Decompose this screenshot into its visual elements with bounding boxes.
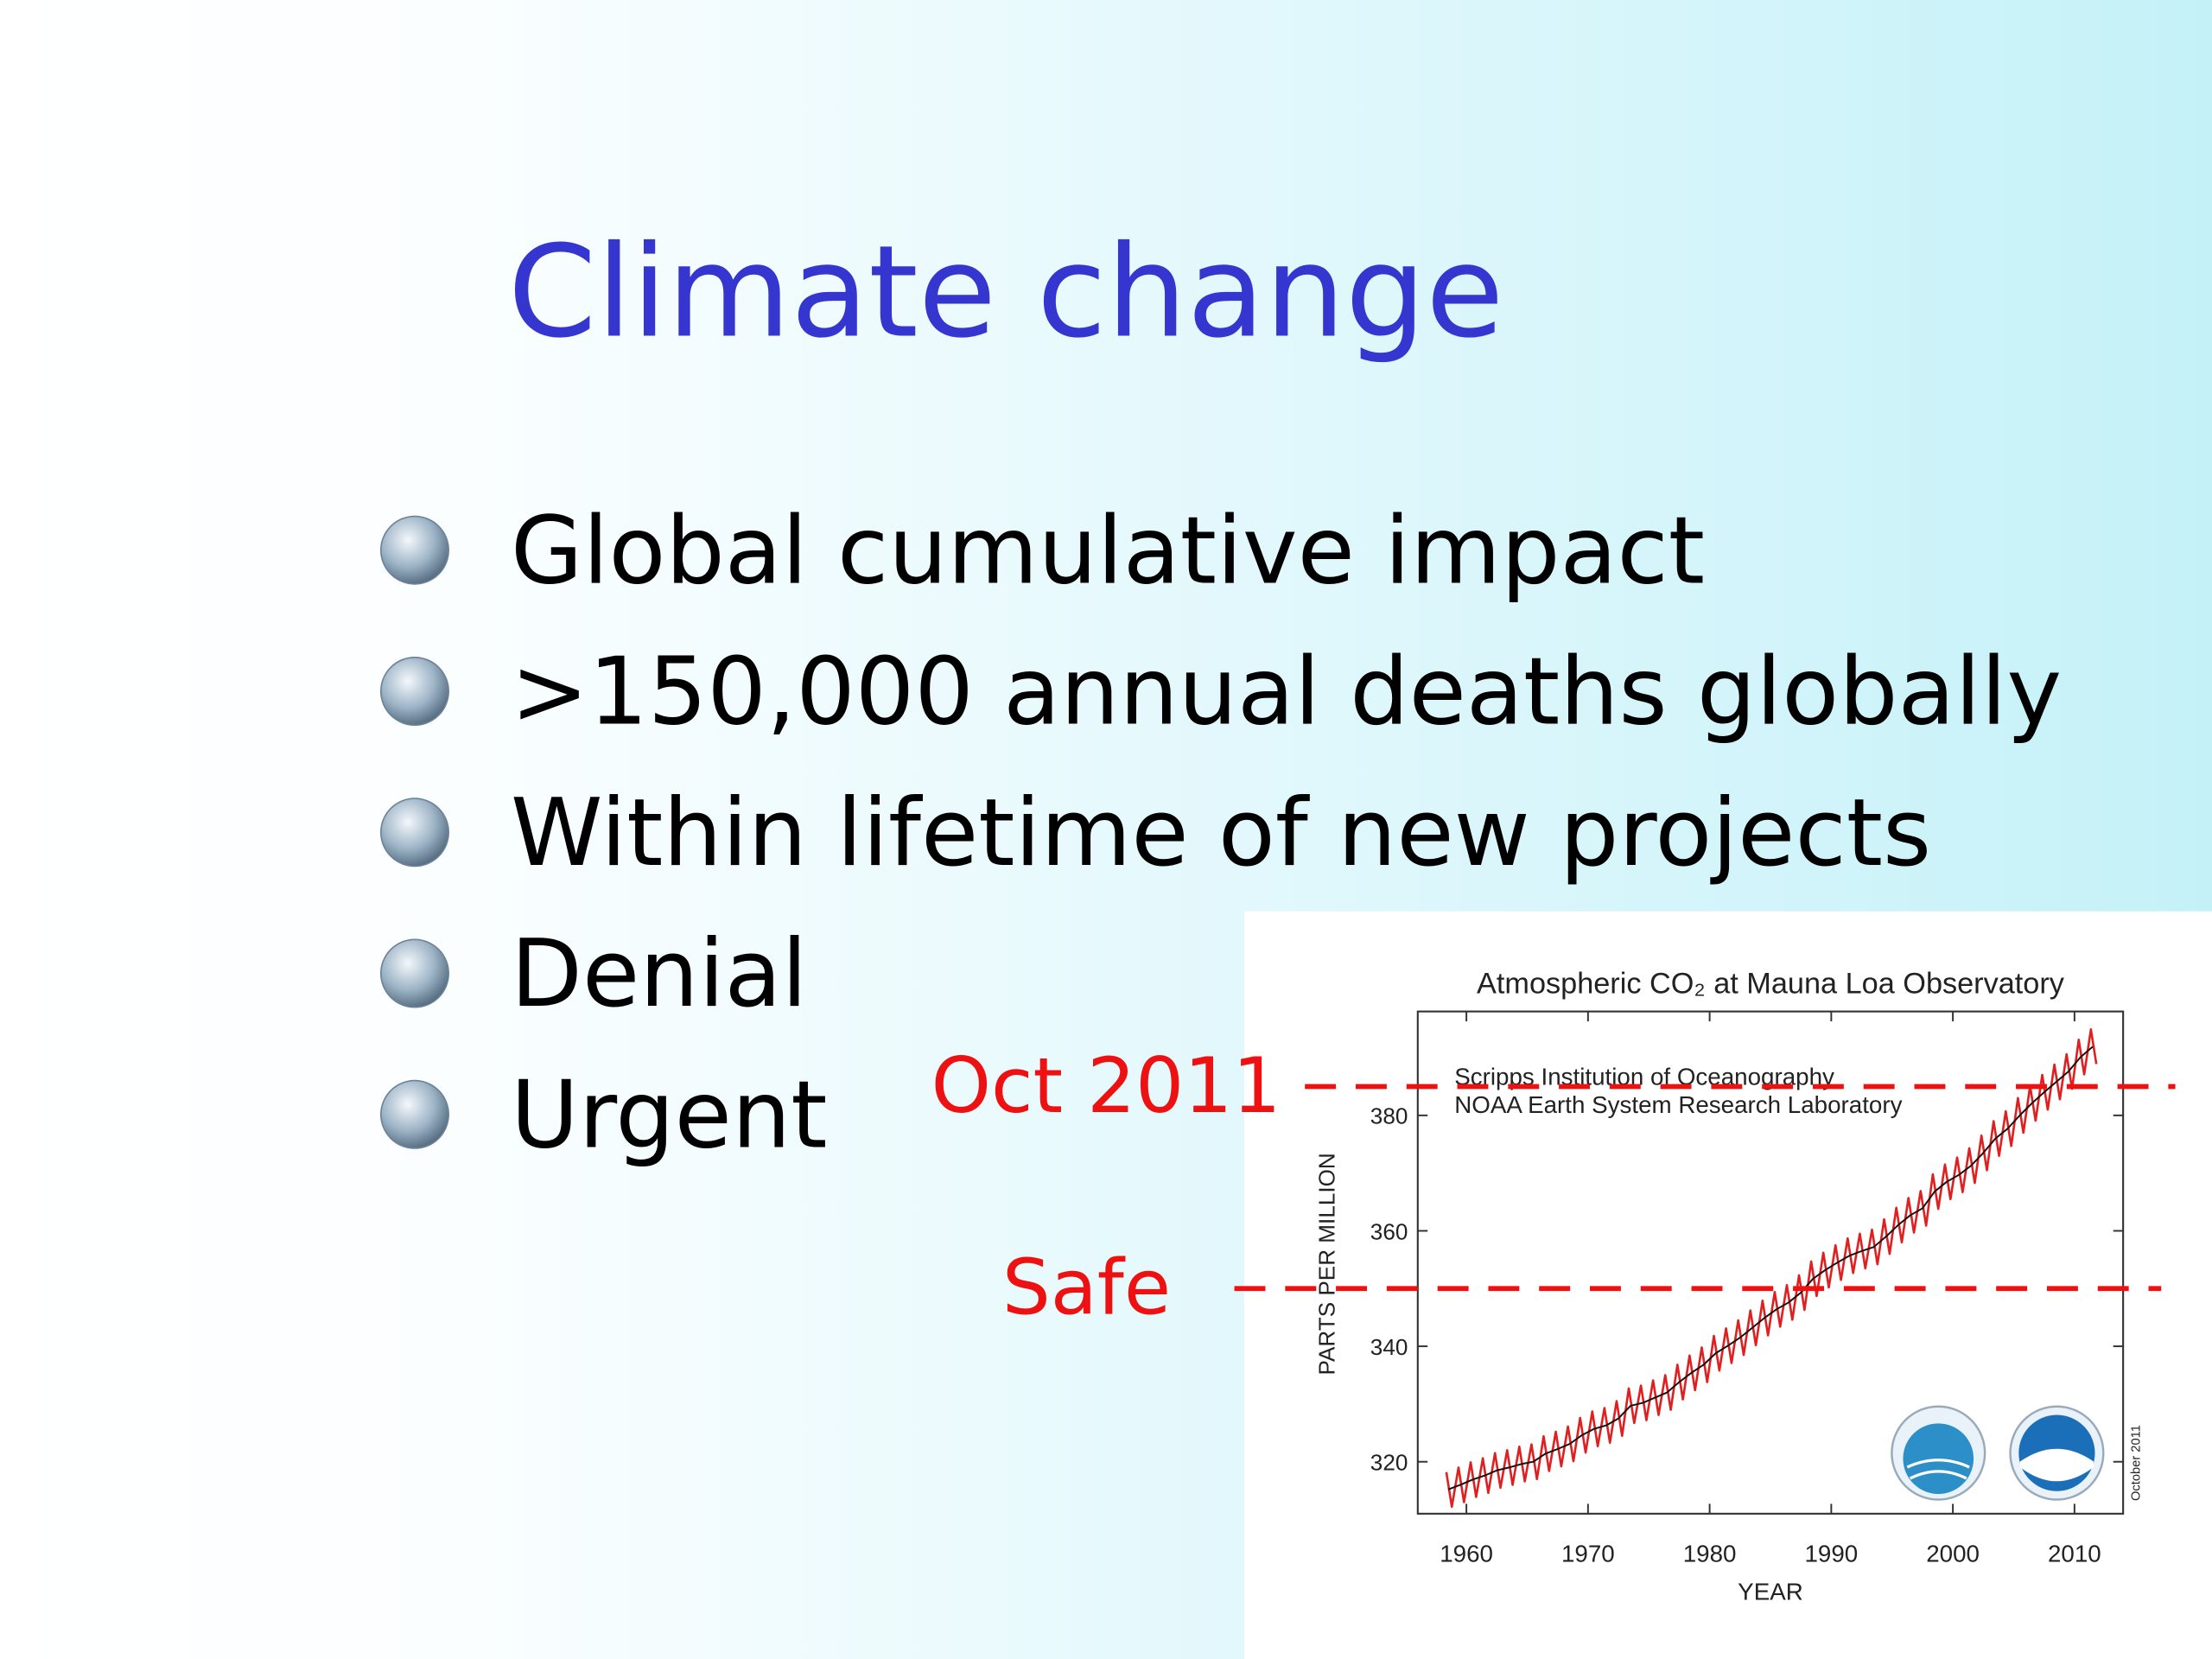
bullet-text: Urgent: [511, 1061, 827, 1169]
reference-label: Oct 2011: [931, 1041, 1281, 1130]
y-tick-label: 320: [1370, 1450, 1408, 1476]
plot-frame: [1416, 1010, 2125, 1515]
side-note: October 2011: [2130, 1425, 2144, 1501]
x-tick-label: 2000: [1926, 1540, 1980, 1567]
annotation: NOAA Earth System Research Laboratory: [1454, 1091, 1902, 1118]
bullet-icon: [380, 938, 449, 1008]
y-tick-label: 360: [1370, 1218, 1408, 1244]
bullet-text: Denial: [511, 920, 807, 1028]
bullet-text: Global cumulative impact: [511, 497, 1705, 605]
x-tick-label: 1980: [1683, 1540, 1737, 1567]
chart-title: Atmospheric CO₂ at Mauna Loa Observatory: [1477, 967, 2065, 1000]
bullet-icon: [380, 1079, 449, 1149]
x-tick-label: 1960: [1440, 1540, 1493, 1567]
bullet-icon: [380, 515, 449, 585]
reference-label: Safe: [1002, 1243, 1171, 1332]
logo: [1891, 1405, 1986, 1501]
x-tick-label: 1990: [1804, 1540, 1858, 1567]
y-tick-label: 380: [1370, 1103, 1408, 1129]
bullet-icon: [380, 798, 449, 868]
data-line: [1447, 1046, 2094, 1491]
logo: [2009, 1405, 2105, 1501]
bullet-text: >150,000 annual deaths globally: [511, 639, 2062, 747]
bullet-icon: [380, 657, 449, 726]
y-tick-label: 340: [1370, 1334, 1408, 1360]
slide-title: Climate change: [508, 219, 1504, 366]
bullet-list: Global cumulative impact >150,000 annual …: [380, 497, 2062, 1169]
y-axis-label: PARTS PER MILLION: [1313, 1153, 1339, 1375]
x-tick-label: 2010: [2048, 1540, 2101, 1567]
x-axis-label: YEAR: [1738, 1578, 1803, 1605]
bullet-text: Within lifetime of new projects: [511, 779, 1931, 887]
x-tick-label: 1970: [1561, 1540, 1615, 1567]
